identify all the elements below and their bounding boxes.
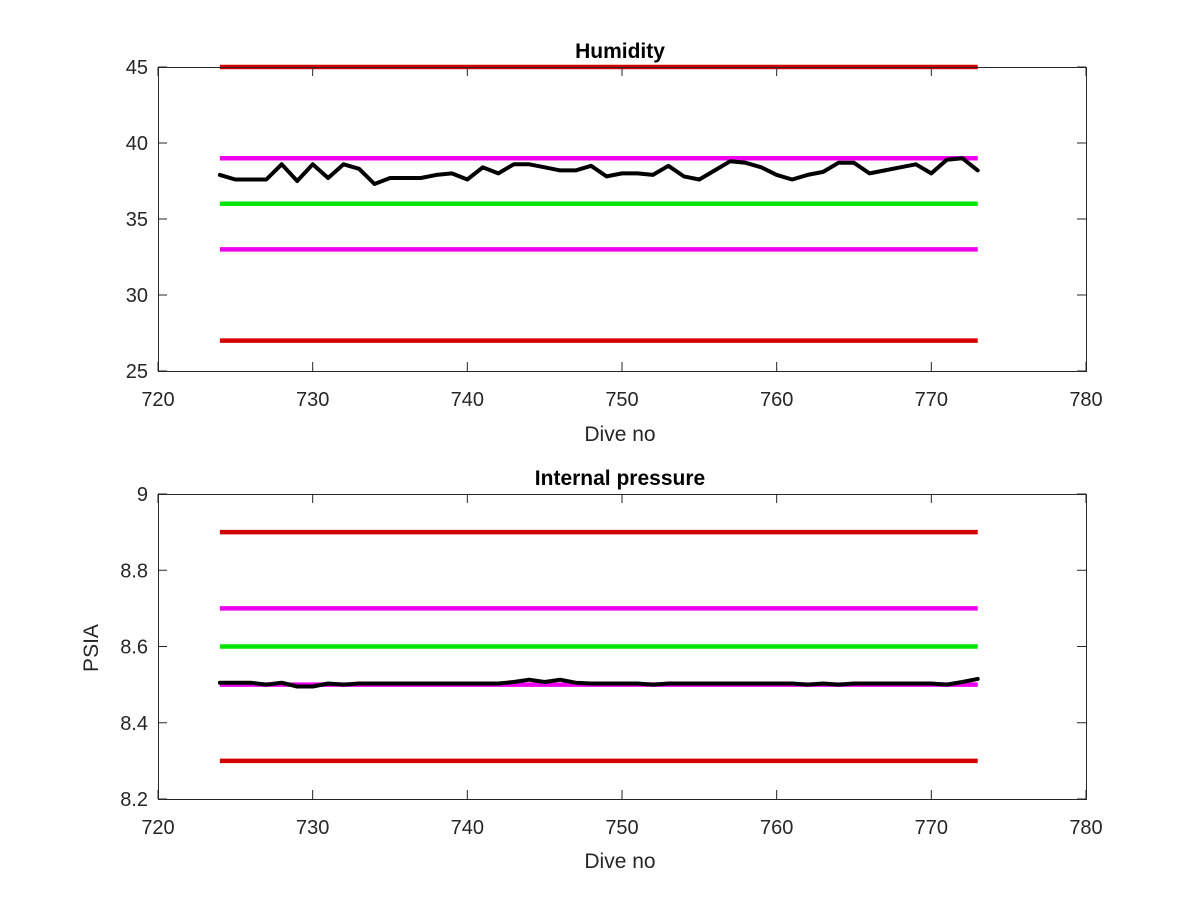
pressure-x-tick-label: 780 — [1069, 817, 1102, 839]
pressure-data-series-0 — [217, 676, 980, 689]
pressure-title: Internal pressure — [535, 467, 705, 490]
humidity-y-tick-label: 25 — [126, 361, 148, 383]
pressure-y-tick-label: 9 — [137, 484, 148, 506]
humidity-y-tick-label: 30 — [126, 285, 148, 307]
pressure-x-tick-label: 760 — [760, 817, 793, 839]
pressure-x-tick-label: 750 — [605, 817, 638, 839]
humidity-x-tick-label: 780 — [1069, 389, 1102, 411]
humidity-title: Humidity — [575, 40, 665, 63]
humidity-x-tick-label: 740 — [451, 389, 484, 411]
pressure-y-tick-label: 8.8 — [120, 560, 148, 582]
pressure-x-tick-label: 770 — [915, 817, 948, 839]
pressure-y-tick-label: 8.4 — [120, 713, 148, 735]
pressure-x-tick-label: 740 — [451, 817, 484, 839]
humidity-axes: Humidity Dive no 720 730 740 750 760 770 780 25… — [126, 40, 1103, 446]
humidity-x-tick-label: 770 — [915, 389, 948, 411]
pressure-y-tick-label: 8.2 — [120, 789, 148, 811]
humidity-y-tick-label: 35 — [126, 209, 148, 231]
humidity-x-tick-label: 760 — [760, 389, 793, 411]
humidity-y-tick-label: 40 — [126, 133, 148, 155]
pressure-x-tick-label: 730 — [296, 817, 329, 839]
pressure-x-axis-label: Dive no — [584, 850, 655, 873]
humidity-x-tick-label: 750 — [605, 389, 638, 411]
humidity-data-series-0 — [217, 156, 980, 186]
pressure-y-tick-label: 8.6 — [120, 637, 148, 659]
humidity-x-tick-label: 730 — [296, 389, 329, 411]
humidity-x-axis-label: Dive no — [584, 423, 655, 446]
pressure-axes: Internal pressure Dive no PSIA 720 730 740… — [80, 467, 1103, 873]
pressure-x-tick-label: 720 — [141, 817, 174, 839]
humidity-y-tick-label: 45 — [126, 57, 148, 79]
pressure-y-axis-label: PSIA — [80, 624, 103, 672]
humidity-x-tick-label: 720 — [141, 389, 174, 411]
